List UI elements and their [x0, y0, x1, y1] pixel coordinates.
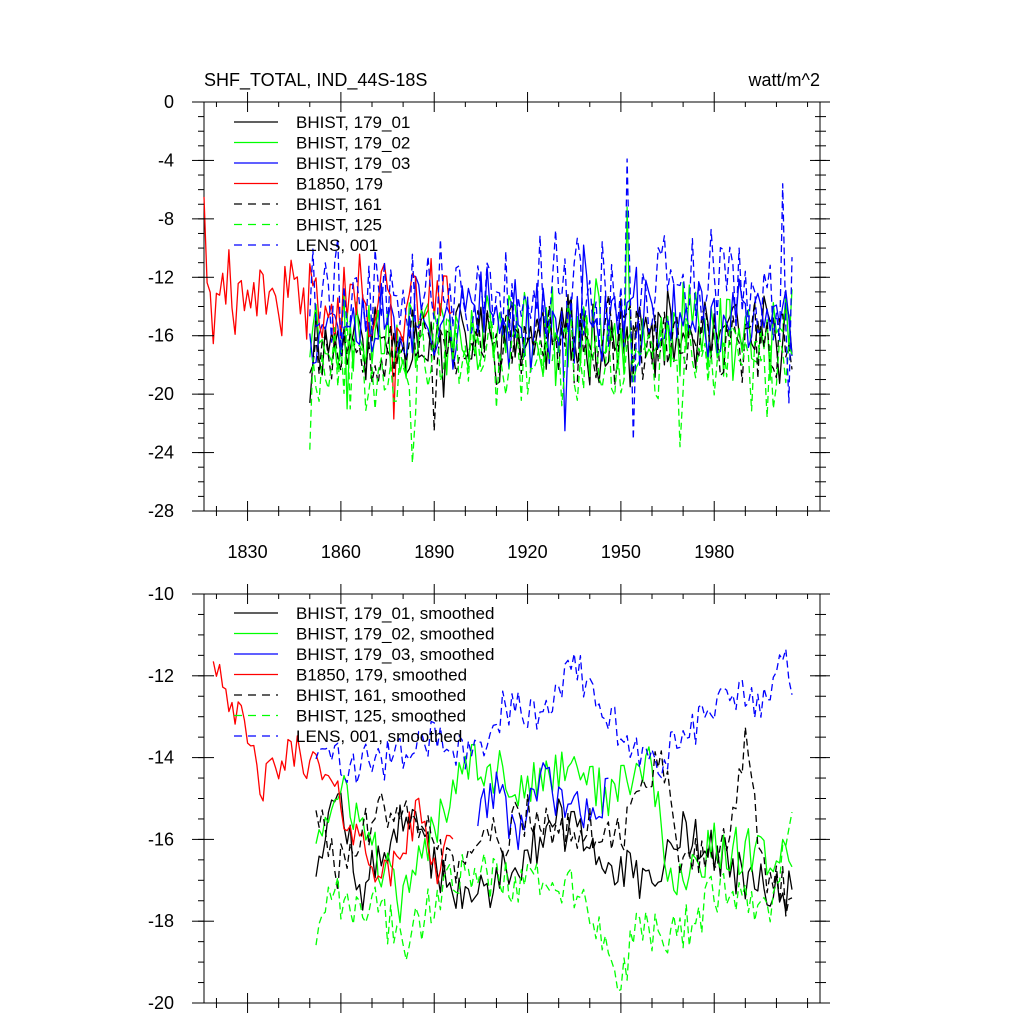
legend-label-bhist-179-02-smoothed: BHIST, 179_02, smoothed — [296, 625, 494, 644]
legend-label-lens-001: LENS, 001 — [296, 236, 378, 255]
bottom-tick-layer: -10 -12 -14 -16 -18 -20 — [148, 584, 830, 1013]
series-line-b1850-179-smoothed — [212, 661, 454, 887]
y-tick-label: -18 — [148, 911, 174, 931]
y-tick-label: -12 — [148, 666, 174, 686]
legend-label-bhist-179-01: BHIST, 179_01 — [296, 113, 410, 132]
y-tick-label: -10 — [148, 584, 174, 604]
legend-label-bhist-125-smoothed: BHIST, 125, smoothed — [296, 707, 466, 726]
series-line-bhist-179-01-smoothed — [315, 792, 793, 913]
x-tick-label: 1830 — [228, 542, 268, 562]
x-tick-label: 1980 — [694, 542, 734, 562]
series-line-bhist-125-smoothed — [315, 811, 793, 992]
y-tick-label: -16 — [148, 829, 174, 849]
series-line-lens-001 — [309, 158, 793, 441]
bottom-legend: BHIST, 179_01, smoothed BHIST, 179_02, sm… — [234, 604, 494, 746]
y-tick-label: 0 — [164, 92, 174, 112]
y-tick-label: -20 — [148, 993, 174, 1013]
legend-label-bhist-125: BHIST, 125 — [296, 216, 382, 235]
top-tick-layer: 1830 1860 1890 1920 1950 1980 0 -4 -8 -12 -16 -20 -2… — [148, 92, 830, 562]
legend-label-bhist-161-smoothed: BHIST, 161, smoothed — [296, 686, 466, 705]
legend-label-lens-001-smoothed: LENS, 001, smoothed — [296, 727, 462, 746]
y-tick-label: -12 — [148, 267, 174, 287]
legend-label-bhist-179-03-smoothed: BHIST, 179_03, smoothed — [296, 645, 494, 664]
y-tick-label: -14 — [148, 748, 174, 768]
y-tick-label: -16 — [148, 326, 174, 346]
y-tick-label: -4 — [158, 150, 174, 170]
legend-label-bhist-179-02: BHIST, 179_02 — [296, 134, 410, 153]
legend-label-bhist-161: BHIST, 161 — [296, 195, 382, 214]
bottom-series-layer — [212, 648, 793, 992]
series-line-bhist-179-03-smoothed — [477, 762, 609, 851]
series-line-bhist-161 — [309, 294, 793, 432]
x-tick-label: 1860 — [321, 542, 361, 562]
series-line-bhist-179-02 — [309, 206, 793, 410]
legend-label-b1850-179: B1850, 179 — [296, 175, 383, 194]
series-line-lens-001-smoothed — [315, 648, 793, 785]
y-tick-label: -28 — [148, 501, 174, 521]
top-panel-units: watt/m^2 — [748, 70, 820, 90]
legend-label-b1850-179-smoothed: B1850, 179, smoothed — [296, 666, 467, 685]
bottom-panel-smoothed-series: -10 -12 -14 -16 -18 -20 BHIST, 179_01, smooth… — [148, 584, 830, 1013]
series-line-bhist-161-smoothed — [315, 726, 793, 917]
y-tick-label: -20 — [148, 384, 174, 404]
series-line-bhist-179-03 — [309, 244, 793, 432]
legend-label-bhist-179-01-smoothed: BHIST, 179_01, smoothed — [296, 604, 494, 623]
legend-label-bhist-179-03: BHIST, 179_03 — [296, 154, 410, 173]
series-line-bhist-125 — [309, 304, 793, 464]
top-series-layer — [203, 158, 793, 464]
top-panel-raw-series: SHF_TOTAL, IND_44S-18S watt/m^2 1830 1860… — [148, 70, 830, 562]
x-tick-label: 1890 — [414, 542, 454, 562]
x-tick-label: 1920 — [508, 542, 548, 562]
series-line-bhist-179-02-smoothed — [315, 743, 793, 924]
y-tick-label: -8 — [158, 209, 174, 229]
y-tick-label: -24 — [148, 443, 174, 463]
x-tick-label: 1950 — [601, 542, 641, 562]
top-panel-title: SHF_TOTAL, IND_44S-18S — [204, 70, 427, 91]
